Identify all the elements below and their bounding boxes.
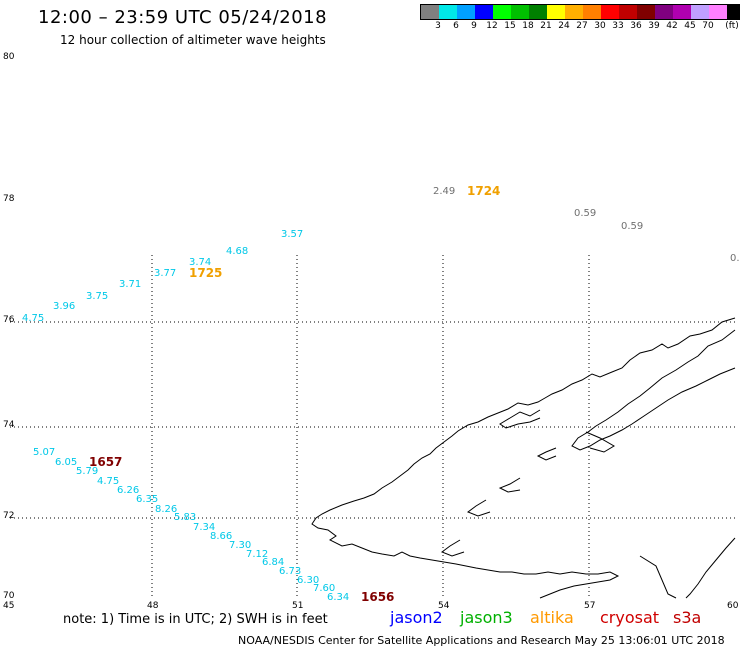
satellite-label-jason2: jason2	[390, 608, 443, 627]
y-axis-label: 80	[3, 52, 15, 62]
color-scale-label: 9	[471, 21, 477, 31]
satellite-label-s3a: s3a	[673, 608, 702, 627]
pass-time-label: 1725	[189, 266, 223, 280]
color-scale-label: 12	[486, 21, 498, 31]
coastline	[311, 317, 736, 599]
wave-height-value: 6.35	[136, 494, 159, 505]
wave-height-value: 6.05	[55, 457, 78, 468]
color-scale-label: 42	[666, 21, 678, 31]
satellite-label-cryosat: cryosat	[600, 608, 660, 627]
wave-height-value: 3.96	[53, 301, 76, 312]
wave-height-value: 4.75	[22, 313, 45, 324]
color-swatch	[565, 5, 583, 19]
y-axis-label: 70	[3, 591, 15, 601]
color-swatch	[637, 5, 655, 19]
color-scale-legend: 3 6 9 12 15 18 21 24 27 30 33 36 39 42 45 70 (ft)	[420, 4, 740, 32]
x-axis-label: 48	[147, 601, 159, 611]
x-axis-label: 57	[584, 601, 596, 611]
color-swatch	[655, 5, 673, 19]
satellite-label-jason3: jason3	[460, 608, 513, 627]
wave-height-value: 4.68	[226, 246, 249, 257]
wave-height-value: 5.83	[174, 512, 197, 523]
wave-height-value: 0.	[730, 253, 740, 264]
wave-height-value: 0.59	[574, 208, 597, 219]
wave-height-value: 3.57	[281, 229, 304, 240]
color-swatch	[673, 5, 691, 19]
color-scale-label: (ft)	[725, 21, 739, 31]
color-scale-label: 18	[522, 21, 534, 31]
color-scale-label: 21	[540, 21, 552, 31]
pass-time-label: 1656	[361, 590, 395, 604]
wave-height-value: 2.49	[433, 186, 456, 197]
color-swatch	[475, 5, 493, 19]
color-scale-label: 27	[576, 21, 588, 31]
color-scale-label: 6	[453, 21, 459, 31]
wave-height-value: 7.12	[246, 549, 269, 560]
color-swatch	[727, 5, 740, 19]
x-axis-label: 45	[3, 601, 15, 611]
wave-height-value: 3.71	[119, 279, 142, 290]
color-swatch	[583, 5, 601, 19]
credit-line: NOAA/NESDIS Center for Satellite Applica…	[238, 634, 725, 647]
wave-height-value: 8.66	[210, 531, 233, 542]
wave-height-value: 6.30	[297, 575, 320, 586]
x-axis-label: 51	[292, 601, 304, 611]
wave-height-value: 6.73	[279, 566, 302, 577]
wave-height-value: 3.74	[189, 257, 212, 268]
x-axis-label: 60	[727, 601, 739, 611]
satellite-label-altika: altika	[530, 608, 574, 627]
coastline-fjords	[440, 329, 736, 599]
color-swatch	[709, 5, 727, 19]
wave-height-value: 3.77	[154, 268, 177, 279]
map-title: 12:00 – 23:59 UTC 05/24/2018	[38, 7, 328, 28]
color-swatch	[601, 5, 619, 19]
x-axis-label: 54	[438, 601, 450, 611]
wave-height-value: 0.59	[621, 221, 644, 232]
y-axis-label: 72	[3, 511, 15, 521]
wave-height-value: 5.79	[76, 466, 99, 477]
y-axis-label: 74	[3, 420, 15, 430]
color-swatch	[511, 5, 529, 19]
color-scale-labels: 3 6 9 12 15 18 21 24 27 30 33 36 39 42 45 70 (ft)	[420, 20, 740, 32]
coastline-east	[685, 537, 736, 599]
y-axis-label: 78	[3, 194, 15, 204]
color-swatch	[421, 5, 439, 19]
grid-lines	[10, 255, 735, 598]
color-scale-label: 24	[558, 21, 570, 31]
wave-height-value: 8.26	[155, 504, 178, 515]
color-swatch	[457, 5, 475, 19]
color-swatch	[529, 5, 547, 19]
color-swatch	[691, 5, 709, 19]
color-swatch	[547, 5, 565, 19]
map-subtitle: 12 hour collection of altimeter wave hei…	[60, 33, 326, 47]
wave-height-value: 7.34	[193, 522, 216, 533]
pass-time-label: 1657	[89, 455, 123, 469]
wave-height-value: 7.60	[313, 583, 336, 594]
wave-height-value: 6.84	[262, 557, 285, 568]
color-scale-label: 33	[612, 21, 624, 31]
color-scale-label: 36	[630, 21, 642, 31]
y-axis-label: 76	[3, 315, 15, 325]
color-swatch	[439, 5, 457, 19]
color-scale-swatches	[420, 4, 740, 20]
wave-height-value: 7.30	[229, 540, 252, 551]
color-scale-label: 30	[594, 21, 606, 31]
color-scale-label: 70	[702, 21, 714, 31]
wave-height-value: 6.26	[117, 485, 140, 496]
color-scale-label: 45	[684, 21, 696, 31]
color-scale-label: 15	[504, 21, 516, 31]
footer-note: note: 1) Time is in UTC; 2) SWH is in fe…	[63, 612, 328, 627]
wave-height-value: 6.34	[327, 592, 350, 603]
wave-height-value: 5.07	[33, 447, 56, 458]
color-scale-label: 39	[648, 21, 660, 31]
color-swatch	[619, 5, 637, 19]
pass-time-label: 1724	[467, 184, 501, 198]
wave-height-value: 4.75	[97, 476, 120, 487]
color-scale-label: 3	[435, 21, 441, 31]
color-swatch	[493, 5, 511, 19]
wave-height-value: 3.75	[86, 291, 109, 302]
